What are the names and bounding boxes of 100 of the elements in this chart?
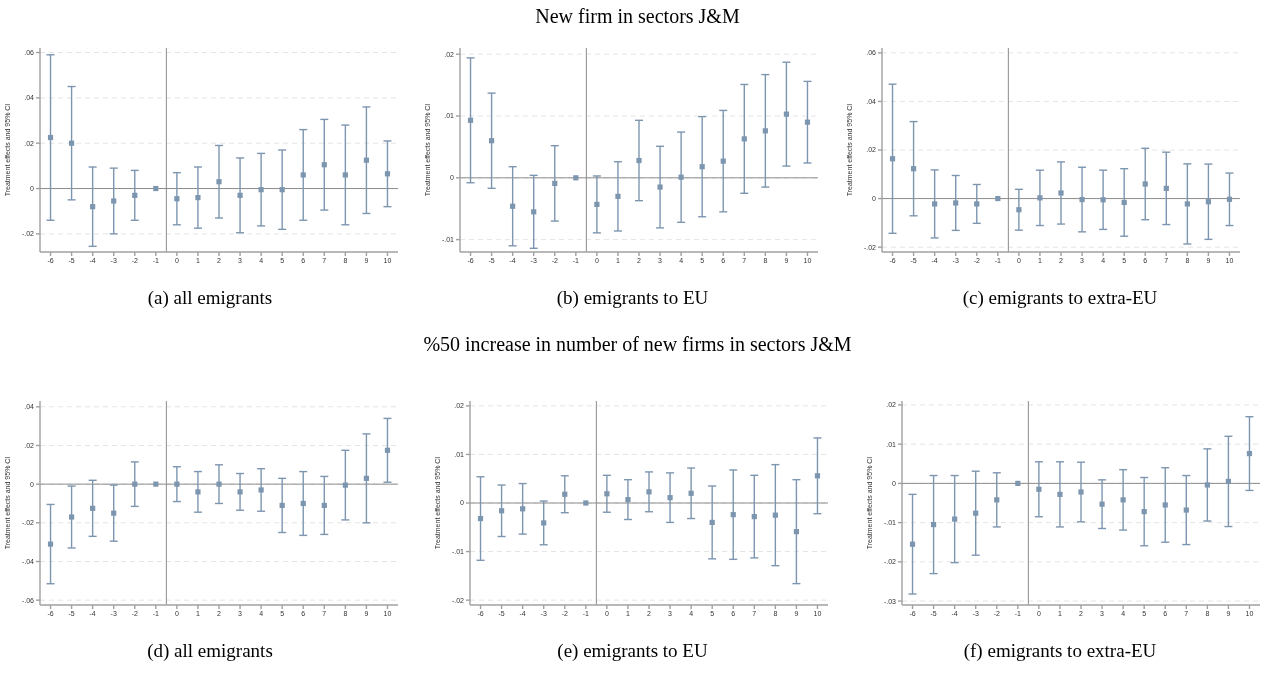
point	[520, 506, 526, 512]
point	[153, 481, 159, 487]
point	[552, 180, 558, 186]
point	[615, 193, 621, 199]
point	[1079, 196, 1085, 203]
point	[384, 171, 391, 177]
point	[952, 516, 958, 522]
point	[974, 201, 980, 207]
point	[1246, 450, 1253, 457]
point	[237, 192, 243, 198]
point	[1100, 197, 1106, 203]
point	[1121, 199, 1127, 206]
point	[762, 128, 768, 134]
point	[646, 489, 652, 495]
point	[1183, 507, 1189, 513]
point	[804, 119, 811, 125]
point	[909, 541, 916, 547]
point	[68, 140, 75, 146]
point	[814, 473, 821, 479]
point	[889, 156, 896, 162]
text: (d) all emigrants	[146, 639, 274, 663]
point	[541, 520, 547, 526]
point	[1099, 501, 1105, 507]
point	[910, 166, 917, 172]
text: %50 increase in number of new firms in sectors J&M	[422, 332, 853, 357]
point	[300, 172, 306, 178]
point	[279, 502, 285, 509]
point	[342, 482, 348, 488]
point	[594, 201, 600, 207]
point	[1058, 190, 1064, 196]
point	[237, 489, 243, 495]
point	[604, 491, 610, 497]
point	[258, 487, 264, 493]
point	[730, 512, 736, 518]
point	[699, 164, 705, 170]
text: (b) emigrants to EU	[555, 286, 710, 310]
point	[678, 174, 684, 180]
point	[1015, 480, 1021, 486]
point	[342, 172, 348, 178]
point	[995, 195, 1001, 202]
point	[932, 201, 938, 207]
point	[300, 500, 306, 507]
text: (a) all emigrants	[146, 286, 274, 310]
point	[195, 195, 201, 201]
point	[930, 521, 937, 528]
point	[741, 136, 747, 142]
point	[195, 489, 201, 495]
point	[279, 187, 285, 193]
point	[994, 497, 1000, 503]
point	[488, 138, 495, 144]
point	[709, 519, 715, 526]
point	[625, 497, 631, 503]
point	[1226, 196, 1233, 202]
point	[953, 200, 959, 206]
point	[90, 505, 96, 511]
point	[216, 179, 222, 185]
point	[1016, 207, 1022, 213]
point	[751, 514, 757, 520]
point	[1163, 185, 1169, 191]
text: (f) emigrants to extra-EU	[962, 639, 1158, 663]
point	[562, 491, 568, 497]
point	[688, 490, 694, 496]
point	[363, 157, 370, 163]
point	[477, 515, 484, 522]
point	[1141, 509, 1147, 515]
point	[573, 175, 579, 181]
point	[174, 481, 180, 487]
point	[467, 117, 474, 123]
point	[1162, 502, 1168, 508]
point	[90, 204, 96, 210]
point	[783, 111, 790, 117]
point	[1204, 482, 1210, 488]
point	[132, 192, 138, 198]
point	[1057, 491, 1063, 497]
point	[47, 541, 54, 547]
text: (c) emigrants to extra-EU	[961, 286, 1159, 310]
point	[510, 203, 516, 209]
point	[47, 134, 54, 141]
text: (e) emigrants to EU	[556, 639, 709, 663]
point	[1184, 201, 1190, 207]
point	[258, 187, 264, 193]
point	[793, 529, 800, 535]
point	[657, 184, 663, 190]
point	[667, 495, 673, 501]
point	[111, 198, 117, 204]
point	[1205, 199, 1212, 205]
text: New firm in sectors J&M	[534, 4, 741, 29]
point	[973, 510, 979, 516]
point	[68, 514, 75, 520]
point	[132, 481, 138, 487]
point	[531, 209, 537, 215]
point	[1225, 478, 1232, 485]
point	[174, 196, 180, 202]
point	[363, 475, 370, 481]
point	[583, 500, 589, 506]
point	[636, 157, 642, 164]
point	[1120, 497, 1126, 503]
point	[1037, 195, 1043, 201]
point	[153, 185, 159, 192]
point	[384, 447, 391, 453]
